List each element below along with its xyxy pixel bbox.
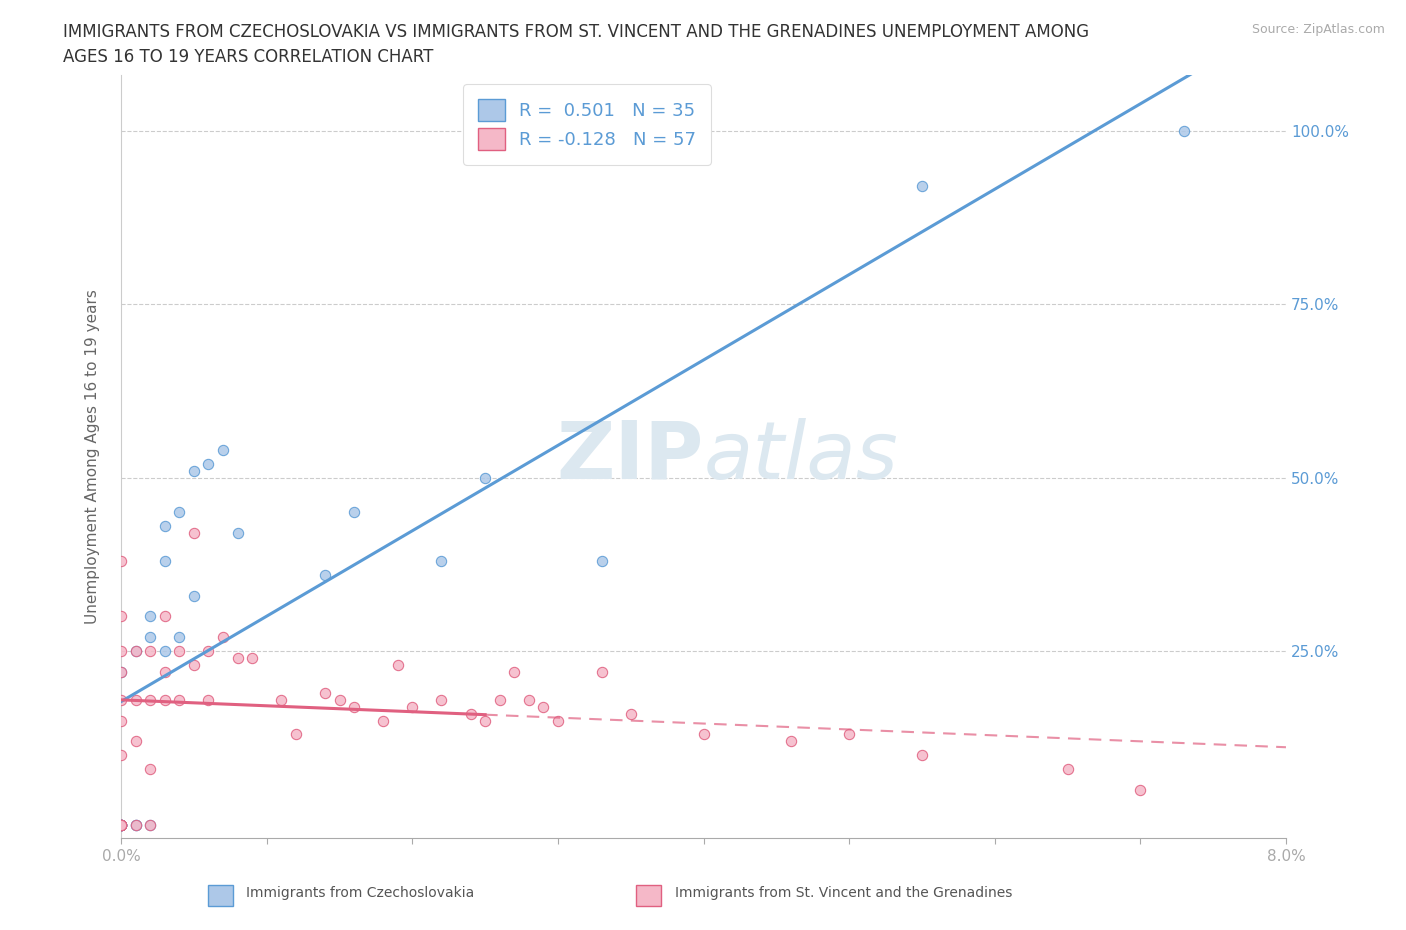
Point: [139, 817, 162, 832]
Point: [474, 471, 496, 485]
Point: [240, 651, 263, 666]
Point: [153, 665, 176, 680]
Point: [110, 817, 132, 832]
Point: [517, 692, 540, 707]
Point: [460, 706, 482, 721]
Point: [125, 817, 148, 832]
Point: [110, 644, 132, 658]
Point: [503, 665, 526, 680]
Point: [314, 685, 336, 700]
Text: AGES 16 TO 19 YEARS CORRELATION CHART: AGES 16 TO 19 YEARS CORRELATION CHART: [63, 48, 433, 66]
Point: [401, 699, 423, 714]
Point: [153, 692, 176, 707]
Point: [474, 713, 496, 728]
Point: [183, 463, 205, 478]
Point: [110, 817, 132, 832]
Point: [591, 553, 613, 568]
Point: [110, 817, 132, 832]
Point: [911, 179, 934, 193]
Text: Immigrants from St. Vincent and the Grenadines: Immigrants from St. Vincent and the Gren…: [675, 886, 1012, 900]
Point: [387, 658, 409, 672]
Point: [110, 748, 132, 763]
Point: [197, 692, 219, 707]
Point: [430, 692, 453, 707]
Point: [226, 525, 249, 540]
Point: [430, 553, 453, 568]
Point: [110, 817, 132, 832]
Point: [110, 665, 132, 680]
Point: [620, 706, 643, 721]
Point: [343, 505, 366, 520]
Text: atlas: atlas: [703, 418, 898, 496]
Point: [547, 713, 569, 728]
Point: [153, 553, 176, 568]
Point: [314, 567, 336, 582]
Point: [780, 734, 803, 749]
Point: [110, 553, 132, 568]
Text: Immigrants from Czechoslovakia: Immigrants from Czechoslovakia: [246, 886, 474, 900]
Point: [125, 644, 148, 658]
Point: [110, 713, 132, 728]
Point: [139, 762, 162, 777]
Point: [153, 644, 176, 658]
Point: [110, 817, 132, 832]
Point: [110, 817, 132, 832]
Point: [110, 817, 132, 832]
Point: [139, 692, 162, 707]
Point: [125, 817, 148, 832]
Point: [270, 692, 292, 707]
Point: [139, 644, 162, 658]
Point: [1173, 124, 1195, 139]
Point: [110, 817, 132, 832]
Point: [169, 692, 191, 707]
Text: IMMIGRANTS FROM CZECHOSLOVAKIA VS IMMIGRANTS FROM ST. VINCENT AND THE GRENADINES: IMMIGRANTS FROM CZECHOSLOVAKIA VS IMMIGR…: [63, 23, 1090, 41]
Point: [169, 505, 191, 520]
Point: [488, 692, 510, 707]
Point: [284, 727, 307, 742]
Point: [139, 630, 162, 644]
Point: [531, 699, 554, 714]
Point: [153, 519, 176, 534]
Point: [328, 692, 350, 707]
Point: [153, 609, 176, 624]
Point: [343, 699, 366, 714]
Point: [226, 651, 249, 666]
Point: [125, 692, 148, 707]
Point: [110, 665, 132, 680]
Point: [591, 665, 613, 680]
Point: [110, 692, 132, 707]
Point: [183, 525, 205, 540]
Point: [125, 734, 148, 749]
Point: [125, 817, 148, 832]
Point: [110, 817, 132, 832]
Text: ZIP: ZIP: [557, 418, 703, 496]
Point: [110, 609, 132, 624]
Legend: R =  0.501   N = 35, R = -0.128   N = 57: R = 0.501 N = 35, R = -0.128 N = 57: [464, 85, 711, 165]
Point: [692, 727, 714, 742]
Point: [110, 817, 132, 832]
Point: [183, 658, 205, 672]
Point: [911, 748, 934, 763]
Point: [1056, 762, 1078, 777]
Point: [212, 630, 235, 644]
Point: [139, 609, 162, 624]
Text: Source: ZipAtlas.com: Source: ZipAtlas.com: [1251, 23, 1385, 36]
Point: [212, 443, 235, 458]
Point: [110, 817, 132, 832]
Point: [169, 630, 191, 644]
Point: [139, 817, 162, 832]
Point: [169, 644, 191, 658]
Point: [183, 589, 205, 604]
Point: [197, 644, 219, 658]
Y-axis label: Unemployment Among Ages 16 to 19 years: Unemployment Among Ages 16 to 19 years: [86, 289, 100, 624]
Point: [838, 727, 860, 742]
Point: [373, 713, 395, 728]
Point: [125, 644, 148, 658]
Point: [110, 817, 132, 832]
Point: [197, 457, 219, 472]
Point: [1129, 782, 1152, 797]
